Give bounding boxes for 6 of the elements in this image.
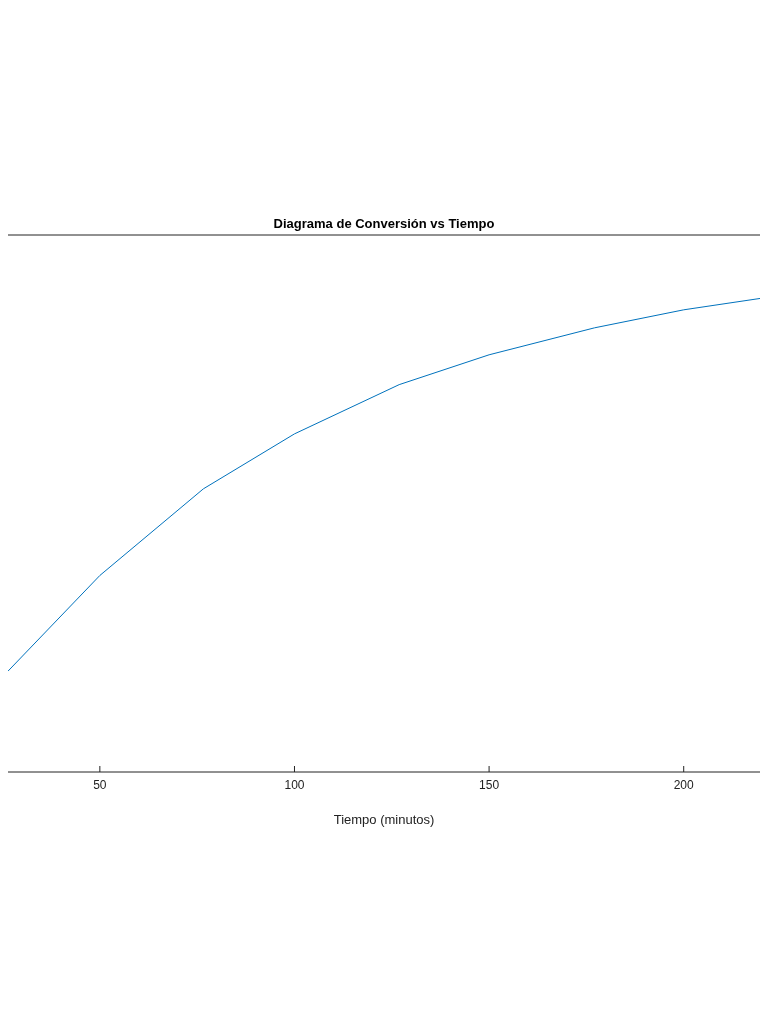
x-tick-label: 200 (673, 777, 695, 792)
x-tick-label: 150 (479, 777, 500, 792)
x-tick-label: 100 (284, 777, 305, 792)
chart-title: Diagrama de Conversión vs Tiempo (272, 216, 496, 233)
x-tick-label: 50 (93, 777, 107, 792)
x-axis-title: Tiempo (minutos) (333, 812, 435, 827)
